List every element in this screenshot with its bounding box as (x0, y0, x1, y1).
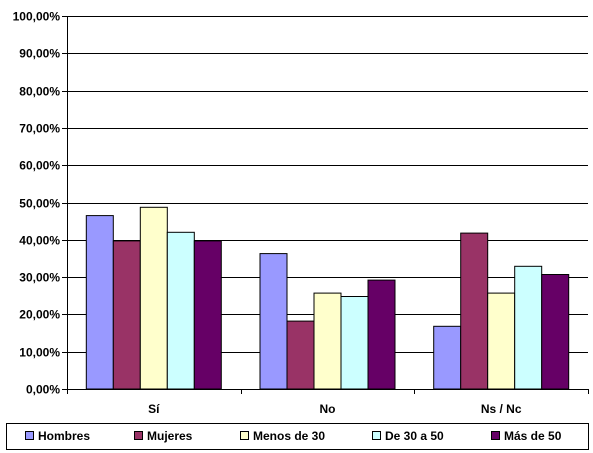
y-tick-label: 60,00% (19, 159, 60, 173)
legend-swatch (491, 431, 500, 440)
axes (62, 16, 589, 394)
legend-label: Hombres (38, 429, 90, 443)
bar-m-s-de-50-0 (193, 240, 222, 390)
legend-swatch (240, 431, 249, 440)
y-tick-label: 30,00% (19, 271, 60, 285)
bar-de-30-a-50-1 (340, 296, 369, 390)
x-axis-category-labels: Sí No Ns / Nc (148, 402, 522, 416)
bar-de-30-a-50-2 (514, 265, 543, 390)
legend-swatch (372, 431, 381, 440)
legend-label: Mujeres (147, 429, 193, 443)
y-tick-label: 80,00% (19, 85, 60, 99)
bar-hombres-2 (433, 325, 462, 390)
y-tick-label: 40,00% (19, 234, 60, 248)
bar-m-s-de-50-1 (367, 279, 396, 390)
legend-swatch (134, 431, 143, 440)
legend: Hombres Mujeres Menos de 30 De 30 a 50 Más d… (6, 423, 589, 450)
x-category-label: Sí (148, 402, 160, 416)
bar-mujeres-2 (460, 232, 489, 390)
legend-swatch (25, 431, 34, 440)
bar-hombres-0 (85, 215, 114, 390)
bar-menos-de-30-0 (139, 206, 168, 390)
legend-label: De 30 a 50 (385, 429, 444, 443)
bar-menos-de-30-2 (487, 292, 516, 390)
y-tick-label: 0,00% (26, 383, 60, 397)
y-tick-label: 10,00% (19, 346, 60, 360)
bars (85, 206, 570, 390)
bar-mujeres-1 (286, 320, 315, 390)
x-category-label: Ns / Nc (481, 402, 522, 416)
bar-menos-de-30-1 (313, 292, 342, 390)
legend-label: Más de 50 (504, 429, 562, 443)
x-category-label: No (320, 402, 336, 416)
bar-de-30-a-50-0 (166, 231, 195, 390)
y-tick-label: 20,00% (19, 308, 60, 322)
y-tick-label: 100,00% (13, 10, 61, 24)
legend-label: Menos de 30 (253, 429, 325, 443)
y-tick-label: 50,00% (19, 197, 60, 211)
bar-m-s-de-50-2 (541, 274, 570, 390)
y-tick-label: 90,00% (19, 47, 60, 61)
bar-hombres-1 (259, 253, 288, 390)
y-tick-label: 70,00% (19, 122, 60, 136)
y-axis-tick-labels: 0,00% 10,00% 20,00% 30,00% 40,00% 50,00% 60,00… (13, 10, 61, 397)
bar-mujeres-0 (112, 240, 141, 390)
